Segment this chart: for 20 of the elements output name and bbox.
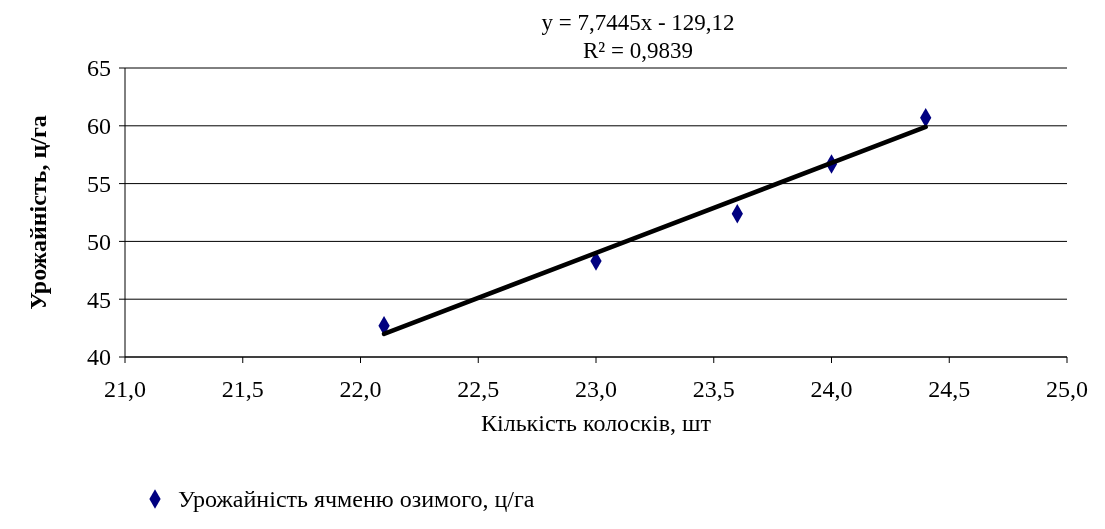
y-tick-label: 60 bbox=[87, 113, 111, 140]
y-tick-label: 65 bbox=[87, 55, 111, 82]
x-tick-label: 21,5 bbox=[221, 376, 264, 402]
x-tick-label: 25,0 bbox=[1046, 376, 1088, 402]
text: R² = 0,9839 bbox=[583, 38, 693, 63]
legend-label: Урожайність ячменю озимого, ц/га bbox=[178, 486, 535, 513]
text: y = 7,7445x - 129,12 bbox=[541, 10, 735, 35]
y-tick-label: 45 bbox=[87, 286, 111, 313]
x-tick-label: 22,0 bbox=[339, 376, 382, 402]
x-tick-label: 24,0 bbox=[810, 376, 853, 402]
y-tick-label: 50 bbox=[87, 228, 111, 255]
y-axis-title: Урожайність, ц/га bbox=[25, 115, 51, 310]
x-tick-label: 23,5 bbox=[692, 376, 735, 402]
x-tick-label: 22,5 bbox=[457, 376, 500, 402]
x-tick-label: 24,5 bbox=[928, 376, 971, 402]
y-tick-label: 55 bbox=[87, 171, 111, 197]
x-axis-title: Кількість колосків, шт bbox=[481, 410, 712, 436]
x-tick-label: 23,0 bbox=[575, 376, 617, 402]
y-tick-label: 40 bbox=[87, 344, 111, 371]
x-tick-label: 21,0 bbox=[104, 376, 146, 402]
